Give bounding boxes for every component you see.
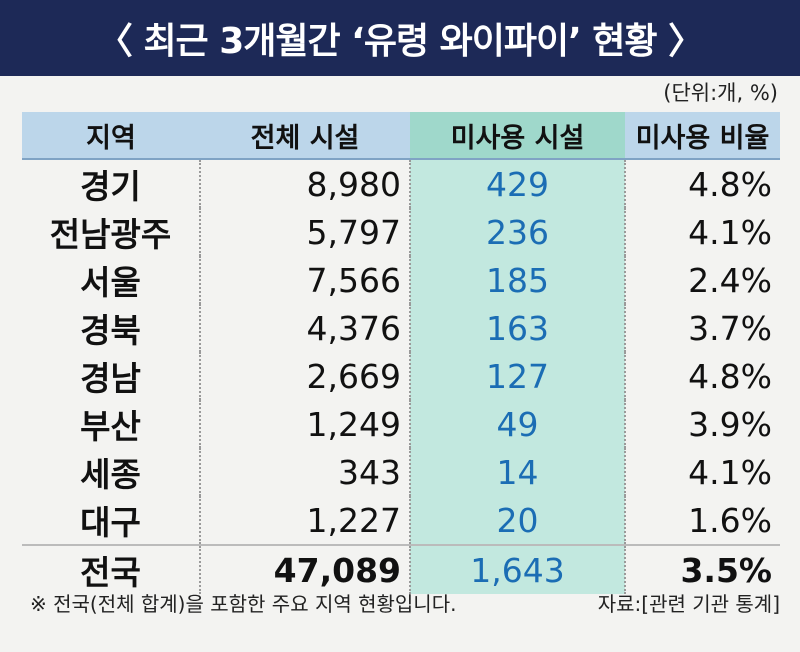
region-cell: 전남광주 [49,215,172,254]
table-row: 세종 343 14 4.1% [22,448,780,496]
value-cell: 127 [409,352,625,400]
value-cell: 8,980 [199,159,410,208]
value-cell: 3.9% [624,400,780,448]
header-row: 지역 전체 시설 미사용 시설 미사용 비율 [22,112,780,160]
value-cell: 2,669 [199,352,410,400]
value-cell: 20 [409,496,625,545]
value-cell: 4.1% [624,448,780,496]
table-row: 부산 1,249 49 3.9% [22,400,780,448]
value-cell: 4.8% [624,352,780,400]
footer: ※ 전국(전체 합계)을 포함한 주요 지역 현황입니다. 자료:[관련 기관 … [30,588,780,617]
region-cell: 대구 [80,503,141,542]
value-cell: 7,566 [199,256,410,304]
footer-source: 자료:[관련 기관 통계] [597,592,780,616]
column-header: 지역 [22,112,200,160]
table-row: 경북 4,376 163 3.7% [22,304,780,352]
value-cell: 4.1% [624,208,780,256]
unit-label: (단위:개, %) [663,81,778,105]
region-cell: 세종 [80,455,141,494]
table-row: 서울 7,566 185 2.4% [22,256,780,304]
table-row: 전국 47,089 1,643 3.5% [22,544,780,594]
value-cell: 47,089 [199,544,410,594]
value-cell: 2.4% [624,256,780,304]
region-cell: 부산 [80,407,141,446]
value-cell: 3.7% [624,304,780,352]
footer-note: ※ 전국(전체 합계)을 포함한 주요 지역 현황입니다. [30,592,457,616]
column-header: 전체 시설 [200,112,410,160]
table-row: 대구 1,227 20 1.6% [22,496,780,545]
value-cell: 4,376 [199,304,410,352]
data-table: 지역 전체 시설 미사용 시설 미사용 비율 경기 8,980 429 4.8% 전남광주 5,… [22,112,780,594]
value-cell: 3.5% [624,544,780,594]
region-cell: 경기 [80,167,141,206]
column-header: 미사용 시설 [410,112,625,160]
table-row: 경남 2,669 127 4.8% [22,352,780,400]
table-row: 경기 8,980 429 4.8% [22,159,780,208]
value-cell: 5,797 [199,208,410,256]
region-cell: 경북 [80,311,141,350]
value-cell: 163 [409,304,625,352]
value-cell: 429 [409,159,625,208]
value-cell: 4.8% [624,159,780,208]
region-cell: 경남 [80,359,141,398]
title: 〈 최근 3개월간 ‘유령 와이파이’ 현황 〉 [96,21,704,62]
value-cell: 1,643 [409,544,625,594]
value-cell: 343 [199,448,410,496]
value-cell: 1,249 [199,400,410,448]
region-cell: 전국 [22,544,200,594]
value-cell: 236 [409,208,625,256]
title-bar: 〈 최근 3개월간 ‘유령 와이파이’ 현황 〉 [0,0,800,76]
region-cell: 서울 [80,263,141,302]
value-cell: 49 [409,400,625,448]
value-cell: 185 [409,256,625,304]
value-cell: 1,227 [199,496,410,545]
value-cell: 14 [409,448,625,496]
value-cell: 1.6% [624,496,780,545]
table-row: 전남광주 5,797 236 4.1% [22,208,780,256]
column-header: 미사용 비율 [625,112,780,160]
